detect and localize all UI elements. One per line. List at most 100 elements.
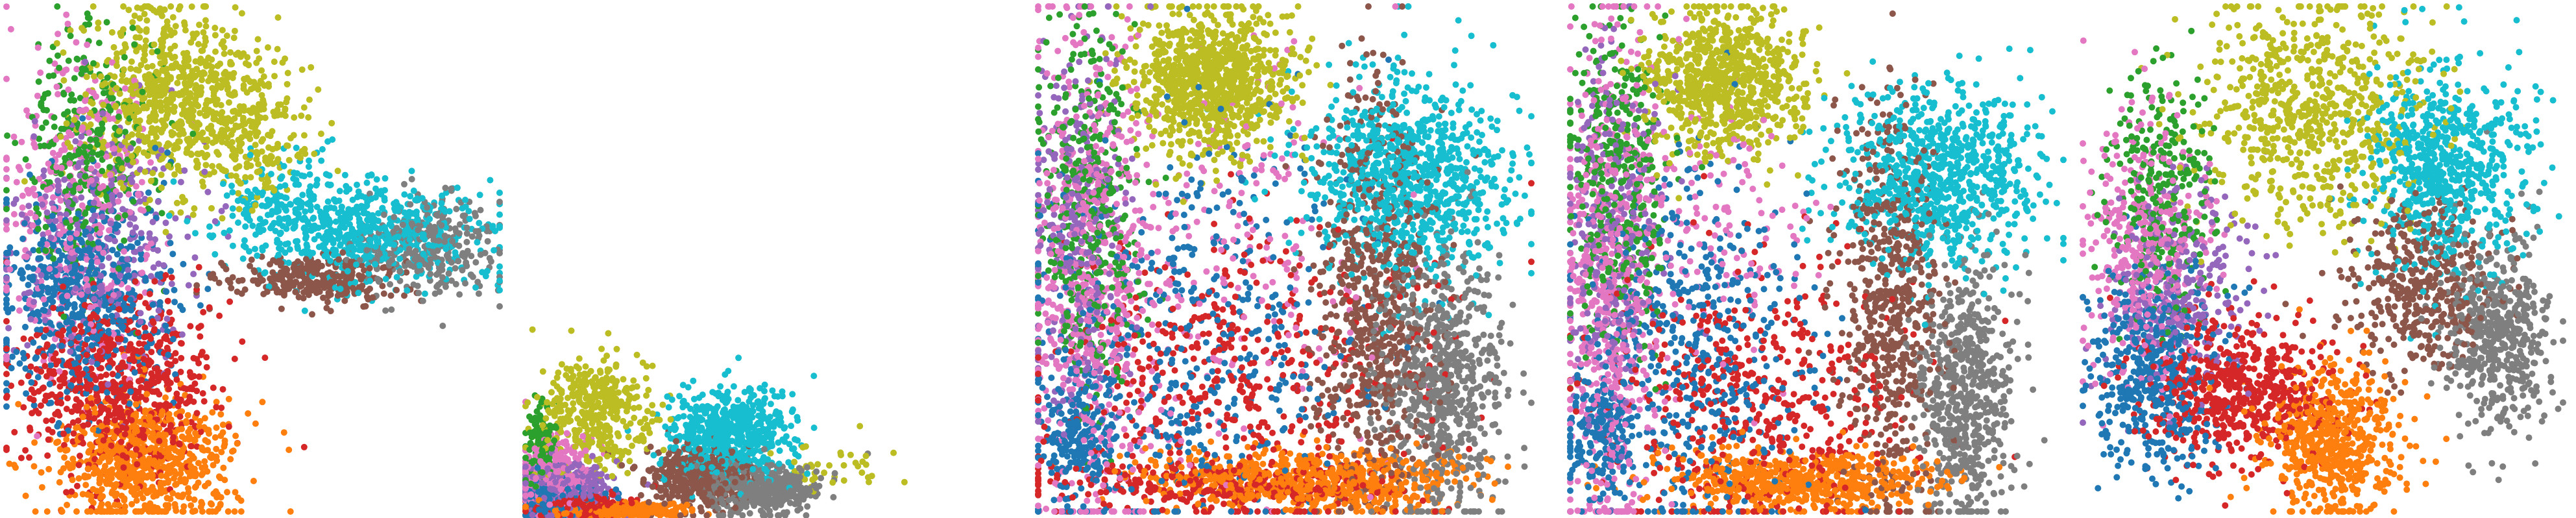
scatter-point-series-8 <box>93 385 100 392</box>
scatter-point-series-1 <box>221 50 228 57</box>
scatter-point-series-1 <box>200 29 207 36</box>
scatter-point-series-9 <box>81 302 88 309</box>
scatter-point-series-10 <box>132 452 139 458</box>
scatter-point-series-1 <box>249 207 256 214</box>
scatter-point-series-1 <box>67 143 74 151</box>
scatter-point-series-4 <box>439 274 446 281</box>
scatter-point-series-2 <box>293 144 300 151</box>
scatter-point-series-8 <box>138 251 145 257</box>
scatter-point-series-5 <box>72 216 79 223</box>
scatter-point-series-4 <box>382 307 389 314</box>
scatter-point-series-4 <box>496 199 503 205</box>
scatter-point-series-2 <box>337 286 344 292</box>
scatter-point-series-10 <box>230 447 237 454</box>
scatter-point-series-2 <box>234 197 241 204</box>
scatter-point-series-1 <box>142 37 149 44</box>
scatter-point-series-2 <box>302 230 309 236</box>
scatter-point-series-1 <box>283 99 290 106</box>
scatter-point-series-2 <box>260 227 267 234</box>
scatter-point-series-9 <box>118 345 125 352</box>
scatter-point-series-5 <box>3 206 10 212</box>
scatter-point-series-1 <box>219 127 226 134</box>
scatter-point-series-9 <box>135 378 142 385</box>
scatter-point-series-6 <box>88 177 95 184</box>
scatter-point-series-2 <box>293 177 300 184</box>
scatter-point-series-8 <box>47 330 54 338</box>
scatter-point-series-6 <box>55 91 62 98</box>
scatter-point-series-2 <box>474 239 481 246</box>
scatter-point-series-1 <box>162 51 169 58</box>
scatter-point-series-3 <box>292 278 299 286</box>
scatter-point-series-5 <box>100 90 107 97</box>
scatter-point-series-8 <box>58 278 66 285</box>
scatter-point-series-8 <box>56 256 64 264</box>
scatter-point-series-5 <box>58 171 65 177</box>
scatter-point-series-5 <box>12 140 19 147</box>
scatter-point-series-10 <box>133 497 140 504</box>
scatter-point-series-9 <box>239 338 246 345</box>
scatter-point-series-4 <box>475 290 482 297</box>
scatter-point-series-3 <box>229 274 236 281</box>
scatter-point-series-9 <box>3 444 10 451</box>
scatter-point-series-2 <box>305 163 312 170</box>
scatter-point-series-1 <box>53 40 60 47</box>
scatter-point-series-2 <box>229 242 236 249</box>
scatter-point-series-7 <box>141 195 149 203</box>
scatter-point-series-9 <box>50 304 57 312</box>
scatter-point-series-4 <box>481 249 489 256</box>
scatter-point-series-1 <box>141 10 148 18</box>
scatter-point-series-7 <box>154 247 162 254</box>
scatter-point-series-10 <box>158 489 165 497</box>
scatter-point-series-2 <box>337 223 345 230</box>
scatter-point-series-2 <box>265 283 273 290</box>
scatter-point-series-10 <box>38 469 45 476</box>
scatter-point-series-6 <box>43 186 51 193</box>
scatter-point-series-10 <box>189 452 196 460</box>
scatter-point-series-8 <box>118 256 125 263</box>
scatter-point-series-7 <box>177 179 184 186</box>
scatter-point-series-1 <box>147 142 154 149</box>
scatter-point-series-6 <box>34 432 41 439</box>
scatter-point-series-9 <box>125 409 132 416</box>
scatter-point-series-4 <box>472 259 480 266</box>
scatter-point-series-9 <box>176 440 183 447</box>
scatter-point-series-1 <box>291 114 298 121</box>
scatter-point-series-8 <box>30 339 37 346</box>
scatter-point-series-6 <box>108 59 115 66</box>
scatter-point-series-4 <box>427 256 434 263</box>
scatter-point-series-4 <box>363 247 371 254</box>
scatter-point-series-7 <box>91 295 98 302</box>
scatter-point-series-8 <box>157 271 164 278</box>
scatter-point-series-1 <box>204 151 211 158</box>
scatter-point-series-9 <box>74 482 80 489</box>
scatter-point-series-10 <box>178 426 186 432</box>
scatter-point-series-4 <box>461 212 468 219</box>
scatter-point-series-9 <box>3 360 10 367</box>
scatter-point-series-9 <box>27 426 34 434</box>
scatter-point-series-8 <box>169 336 176 343</box>
scatter-point-series-9 <box>191 380 199 387</box>
scatter-point-series-6 <box>10 133 18 140</box>
scatter-point-series-6 <box>3 166 10 173</box>
scatter-point-series-8 <box>39 283 45 290</box>
scatter-point-series-6 <box>76 184 82 191</box>
scatter-point-series-3 <box>337 273 344 280</box>
scatter-point-series-1 <box>114 50 121 57</box>
scatter-point-series-2 <box>184 217 191 225</box>
scatter-point-series-9 <box>112 381 119 388</box>
scatter-point-series-2 <box>246 248 252 255</box>
scatter-point-series-3 <box>380 290 387 297</box>
scatter-point-series-8 <box>88 252 95 259</box>
scatter-point-series-7 <box>67 348 74 355</box>
scatter-point-series-10 <box>186 495 193 502</box>
scatter-point-series-10 <box>259 399 266 406</box>
scatter-point-series-1 <box>260 136 267 143</box>
scatter-point-series-2 <box>401 191 408 198</box>
scatter-point-series-9 <box>45 426 52 433</box>
scatter-point-series-9 <box>136 293 143 301</box>
scatter-point-series-2 <box>165 212 173 219</box>
scatter-point-series-4 <box>456 230 463 237</box>
scatter-point-series-6 <box>94 115 101 122</box>
scatter-point-series-4 <box>366 190 373 197</box>
scatter-point-series-1 <box>213 76 220 83</box>
